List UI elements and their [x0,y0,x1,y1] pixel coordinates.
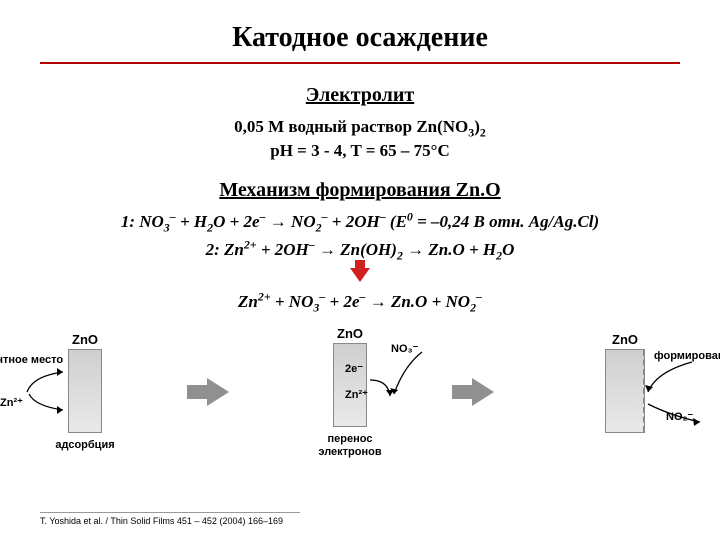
mechanism-diagram: ZnO вакантное место Zn²⁺ адсорбция ZnO [40,326,680,458]
equation-sum: Zn2+ + NO3– + 2e– → Zn.O + NO2– [40,292,680,312]
stage3-top: ZnO [612,332,638,347]
stage1-label-vacancy: вакантное место [0,354,32,366]
diagram-stage-3: ZnO формирование ZnO NO₂⁻ [570,332,680,452]
stage1-top: ZnO [72,332,98,347]
diagram-arrow-2-icon [472,378,494,406]
citation-text: T. Yoshida et al. / Thin Solid Films 451… [40,512,300,526]
stage1-label-zn: Zn²⁺ [0,396,23,409]
electrolyte-heading: Электролит [40,84,680,107]
stage3-arrows-icon [642,356,720,436]
equation-1: 1: NO3– + H2O + 2e– → NO2– + 2OH– (E0 = … [40,212,680,232]
down-arrow-icon [350,268,370,282]
stage1-bottom-label: адсорбция [55,439,114,452]
electrolyte-line1: 0,05 М водный раствор Zn(NO3)2 [40,117,680,137]
stage2-arrows-icon [364,346,444,430]
stage1-bar [68,349,102,433]
mechanism-heading: Механизм формирования Zn.O [40,179,680,202]
stage2-label-no3: NO₃⁻ [391,342,418,355]
stage3-bar [605,349,645,433]
electrolyte-line2: pH = 3 - 4, T = 65 – 75°C [40,141,680,161]
title-rule [40,62,680,64]
slide-title: Катодное осаждение [40,22,680,54]
equation-2: 2: Zn2+ + 2OH– → Zn(OH)2 → Zn.O + H2O [40,240,680,260]
stage3-bottom-label [623,439,626,452]
stage2-label-2e: 2e⁻ [345,362,363,375]
diagram-arrow-1-icon [207,378,229,406]
diagram-stage-2: ZnO 2e⁻ Zn²⁺ NO₃⁻ перенос электронов [305,326,395,458]
stage3-label-no2: NO₂⁻ [666,410,693,423]
stage3-label-form: формирование ZnO [654,350,720,362]
stage2-label-zn: Zn²⁺ [345,388,368,401]
stage2-top: ZnO [337,326,363,341]
stage3-dashed-icon [643,350,645,432]
stage1-arrows-icon [13,354,73,434]
down-arrow-block [40,268,680,282]
stage2-bottom-label: перенос электронов [305,433,395,458]
diagram-stage-1: ZnO вакантное место Zn²⁺ адсорбция [40,332,130,452]
stage2-bar [333,343,367,427]
